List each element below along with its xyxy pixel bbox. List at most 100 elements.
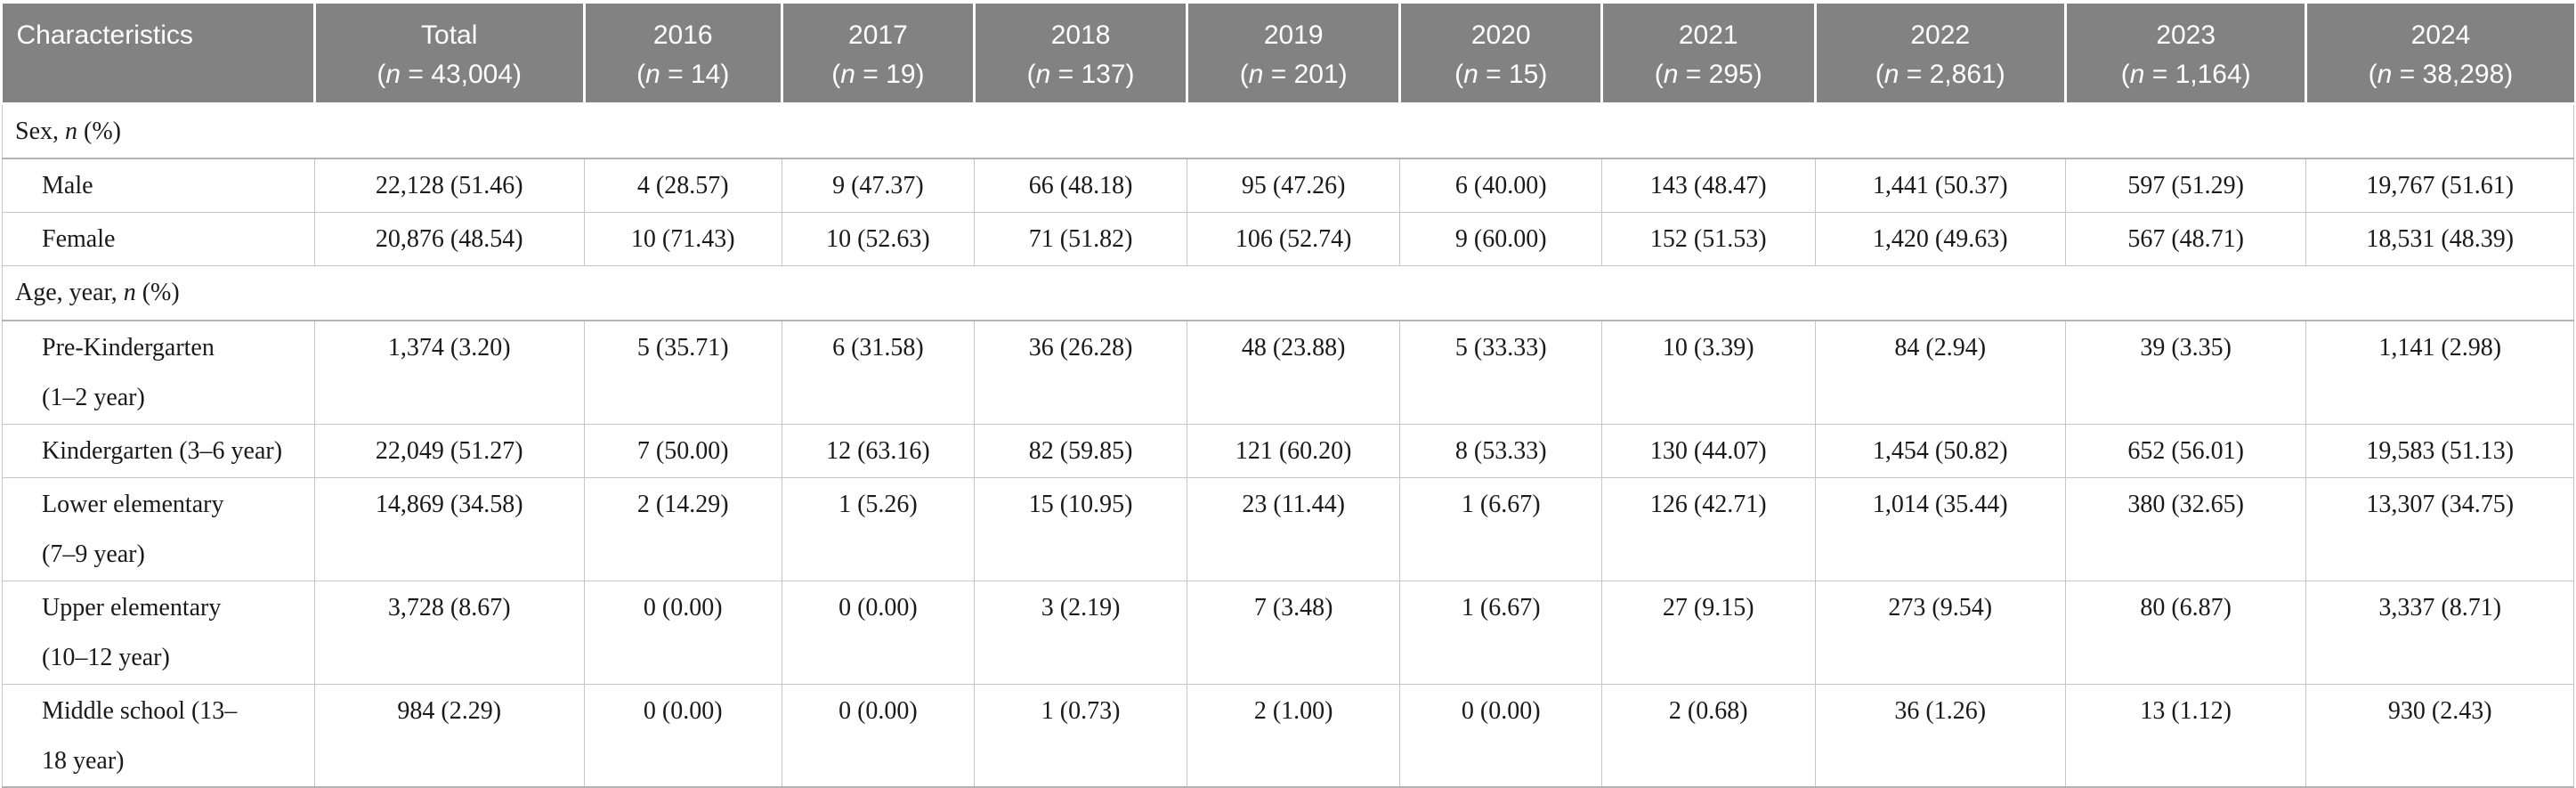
value-cell: 12 (63.16) [782,424,976,478]
value-cell: 2 (0.68) [1601,684,1816,788]
year-header-cell: 2016 (n = 14) [584,4,783,105]
value-cell: 1,420 (49.63) [1815,212,2066,266]
value-cell: 1 (6.67) [1399,581,1602,685]
row-label-line: Female [42,224,116,253]
value-cell: 5 (35.71) [584,321,782,425]
value-cell: 48 (23.88) [1187,321,1401,425]
year-header-title: 2023 [2156,20,2216,50]
value-cell: 380 (32.65) [2065,477,2307,581]
value-cell: 930 (2.43) [2305,684,2574,788]
year-header-cell: 2021 (n = 295) [1601,4,1817,105]
row-label-line: Upper elementary [42,593,222,621]
value-cell: 0 (0.00) [1399,684,1602,788]
value-cell: 0 (0.00) [584,581,782,685]
value-cell: 121 (60.20) [1187,424,1401,478]
value-cell: 39 (3.35) [2065,321,2307,425]
year-header-n-count: (n = 38,298) [2368,60,2514,89]
row-label-line: (10–12 year) [42,643,170,671]
year-header-cell: 2017 (n = 19) [782,4,976,105]
characteristics-table: Characteristics Total (n = 43,004) 2016 (n =… [2,4,2574,788]
value-cell: 20,876 (48.54) [314,212,585,266]
value-cell: 19,767 (51.61) [2305,158,2574,213]
value-cell: 18,531 (48.39) [2305,212,2574,266]
value-cell: 143 (48.47) [1601,158,1816,213]
year-header-title: 2019 [1263,20,1324,50]
italic-n: n [1035,60,1051,89]
value-cell: 23 (11.44) [1187,477,1401,581]
value-cell: 27 (9.15) [1601,581,1816,685]
value-cell: 567 (48.71) [2065,212,2307,266]
value-cell: 7 (50.00) [584,424,782,478]
row-label-line: Middle school (13– [42,696,238,725]
section-row: Sex, n (%) [2,103,2574,159]
value-cell: 7 (3.48) [1187,581,1401,685]
row-label: Middle school (13– 18 year) [2,684,315,788]
year-header-n-count: (n = 201) [1239,60,1348,89]
value-cell: 9 (60.00) [1399,212,1602,266]
value-cell: 106 (52.74) [1187,212,1401,266]
table-row: Lower elementary (7–9 year) 14,869 (34.58)… [2,477,2574,581]
year-header-n-count: (n = 19) [831,60,925,89]
year-header-cell: 2023 (n = 1,164) [2065,4,2308,105]
value-cell: 1 (0.73) [974,684,1187,788]
table-row: Male 22,128 (51.46) 4 (28.57) 9 (47.37) 66 (… [2,158,2574,213]
value-cell: 8 (53.33) [1399,424,1602,478]
year-header-title: 2016 [652,20,713,50]
year-header-title: 2022 [1910,20,1971,50]
row-label-line: Lower elementary [42,490,224,518]
year-header-cell: Total (n = 43,004) [314,4,586,105]
section-label: Age, year, n (%) [2,265,2574,321]
section-row: Age, year, n (%) [2,265,2574,321]
year-header-n-count: (n = 14) [636,60,730,89]
row-label-line: Male [42,172,93,199]
value-cell: 6 (40.00) [1399,158,1602,213]
table-row: Female 20,876 (48.54) 10 (71.43) 10 (52.63)… [2,212,2574,266]
year-header-cell: 2022 (n = 2,861) [1815,4,2067,105]
value-cell: 2 (1.00) [1187,684,1401,788]
row-label-line: Kindergarten (3–6 year) [42,436,283,465]
year-header-n-count: (n = 2,861) [1875,60,2005,89]
value-cell: 0 (0.00) [782,684,976,788]
year-header-cell: 2018 (n = 137) [974,4,1188,105]
row-label-line: Pre-Kindergarten [42,334,215,362]
value-cell: 1,441 (50.37) [1815,158,2066,213]
italic-n: n [385,60,401,89]
table-head: Characteristics Total (n = 43,004) 2016 (n =… [2,4,2574,105]
table-row: Middle school (13– 18 year) 984 (2.29) 0 (0… [2,684,2574,788]
value-cell: 10 (52.63) [782,212,976,266]
value-cell: 130 (44.07) [1601,424,1816,478]
year-header-n-count: (n = 43,004) [377,60,522,89]
year-header-cell: 2019 (n = 201) [1187,4,1402,105]
year-header-title: 2017 [848,20,908,50]
value-cell: 1,454 (50.82) [1815,424,2066,478]
year-header-n-count: (n = 137) [1026,60,1135,89]
row-label: Male [2,158,315,213]
value-cell: 22,049 (51.27) [314,424,585,478]
italic-n: n [123,278,136,306]
value-cell: 13 (1.12) [2065,684,2307,788]
italic-n: n [1248,60,1264,89]
italic-n: n [1883,60,1900,89]
year-header-title: Total [421,20,478,50]
value-cell: 36 (1.26) [1815,684,2066,788]
year-header-n-count: (n = 15) [1454,60,1548,89]
row-label: Upper elementary (10–12 year) [2,581,315,685]
value-cell: 22,128 (51.46) [314,158,585,213]
year-header-n-count: (n = 295) [1654,60,1762,89]
value-cell: 80 (6.87) [2065,581,2307,685]
value-cell: 10 (3.39) [1601,321,1816,425]
value-cell: 13,307 (34.75) [2305,477,2574,581]
value-cell: 3,728 (8.67) [314,581,585,685]
value-cell: 15 (10.95) [974,477,1187,581]
value-cell: 152 (51.53) [1601,212,1816,266]
year-header-cell: 2024 (n = 38,298) [2305,4,2574,105]
italic-n: n [1463,60,1478,89]
row-label: Female [2,212,315,266]
year-header-title: 2024 [2410,20,2471,50]
value-cell: 10 (71.43) [584,212,782,266]
italic-n: n [2129,60,2145,89]
year-header-cell: 2020 (n = 15) [1399,4,1603,105]
value-cell: 84 (2.94) [1815,321,2066,425]
row-label-line: (7–9 year) [42,540,145,568]
value-cell: 19,583 (51.13) [2305,424,2574,478]
